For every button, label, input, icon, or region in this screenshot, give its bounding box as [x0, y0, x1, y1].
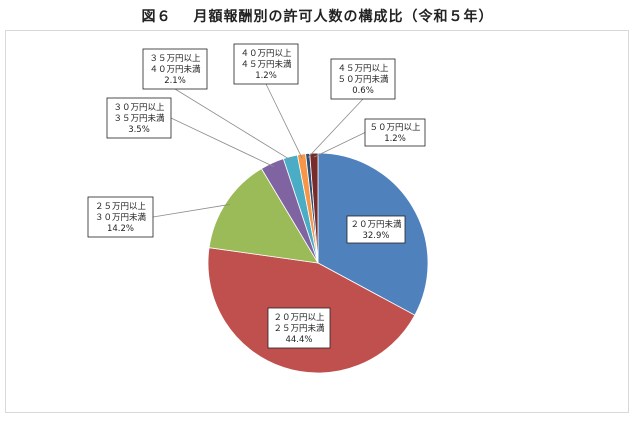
- slice-value-label-2: 14.2%: [107, 224, 134, 234]
- slice-value-label-6: 0.6%: [352, 86, 374, 96]
- slice-category-label-6: ４５万円以上: [337, 64, 389, 74]
- leader-line-3: [170, 117, 274, 168]
- slice-value-label-5: 1.2%: [255, 71, 277, 81]
- slice-category-label-2: ２５万円以上: [95, 202, 147, 212]
- slice-category-label-5: ４０万円以上: [240, 49, 292, 59]
- slice-label-box-2: [87, 196, 154, 238]
- slice-label-box-1: [267, 307, 331, 349]
- title-text: 月額報酬別の許可人数の構成比（令和５年）: [193, 9, 494, 25]
- slice-category-label-4: ３５万円以上: [149, 54, 201, 64]
- slice-label-box-4: [142, 48, 208, 90]
- slice-value-label-7: 1.2%: [384, 134, 406, 144]
- slice-category-label-3: ３０万円以上: [113, 103, 165, 113]
- leader-lines: [152, 83, 366, 218]
- slice-label-box-3: [106, 97, 172, 139]
- leader-line-7: [313, 132, 366, 158]
- pie-slice-2: [208, 168, 319, 264]
- slice-value-label-4: 2.1%: [164, 76, 186, 86]
- slice-category-label-1: ２０万円以上: [273, 313, 325, 323]
- slice-value-label-3: 3.5%: [128, 125, 150, 135]
- slice-label-box-0: [346, 215, 406, 244]
- leader-line-5: [265, 83, 303, 159]
- slice-category-label-5: ４５万円未満: [240, 59, 292, 70]
- slice-category-label-6: ５０万円未満: [337, 74, 389, 85]
- leader-line-4: [174, 88, 292, 161]
- slice-label-box-6: [330, 58, 396, 100]
- slice-label-box-5: [233, 43, 299, 85]
- slice-category-label-7: ５０万円以上: [369, 123, 421, 133]
- slice-label-box-7: [364, 118, 426, 147]
- leader-line-2: [152, 204, 230, 218]
- slice-category-label-3: ３５万円未満: [113, 113, 165, 124]
- chart-frame: ２０万円未満 32.9% ２０万円以上 ２５万円未満 44.4% ２５万円以上 ３０万円未満…: [5, 30, 629, 413]
- pie-slices: [207, 152, 429, 374]
- leader-line-6: [307, 98, 364, 158]
- pie-slice-7: [309, 152, 319, 264]
- slice-category-label-4: ４０万円未満: [149, 64, 201, 75]
- slice-value-label-0: 32.9%: [362, 231, 389, 241]
- slice-category-label-0: ２０万円未満: [350, 219, 402, 230]
- slice-category-label-1: ２５万円未満: [273, 323, 325, 334]
- slice-value-label-1: 44.4%: [285, 335, 312, 345]
- slice-category-label-2: ３０万円未満: [95, 212, 147, 223]
- page-title: 図６ 月額報酬別の許可人数の構成比（令和５年）: [0, 6, 635, 26]
- figure-number: 図６: [141, 9, 172, 25]
